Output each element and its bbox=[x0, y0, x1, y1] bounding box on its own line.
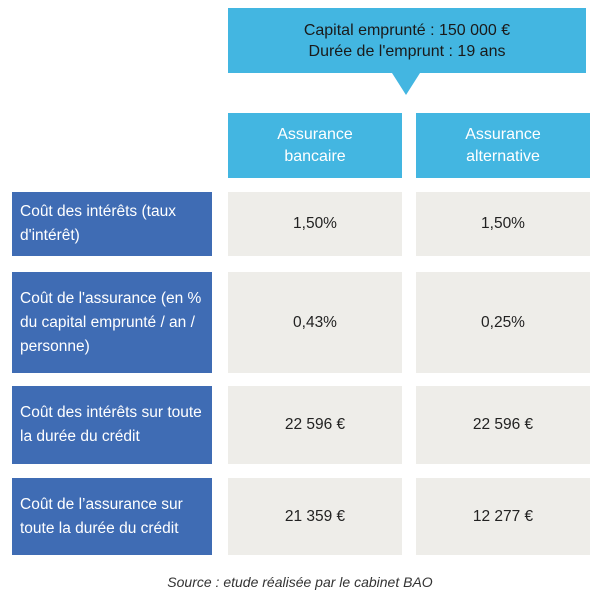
cell-total-insurance-bank: 21 359 € bbox=[228, 478, 402, 555]
row-label-insurance-rate: Coût de l'assurance (en % du capital emp… bbox=[12, 272, 212, 373]
loan-summary-header: Capital emprunté : 150 000 € Durée de l'… bbox=[228, 8, 586, 73]
cell-total-insurance-alternative: 12 277 € bbox=[416, 478, 590, 555]
column-header-line: Assurance bbox=[465, 125, 541, 143]
row-label-total-insurance: Coût de l’assurance sur toute la durée d… bbox=[12, 478, 212, 555]
source-caption: Source : etude réalisée par le cabinet B… bbox=[167, 574, 433, 590]
loan-duration-text: Durée de l'emprunt : 19 ans bbox=[308, 42, 506, 60]
column-header-line: Assurance bbox=[277, 125, 353, 143]
loan-capital-text: Capital emprunté : 150 000 € bbox=[303, 21, 511, 39]
cell-total-interest-alternative: 22 596 € bbox=[416, 386, 590, 464]
column-header-bank-insurance: Assurance bancaire bbox=[228, 113, 402, 178]
cell-interest-rate-bank: 1,50% bbox=[228, 192, 402, 256]
cell-interest-rate-alternative: 1,50% bbox=[416, 192, 590, 256]
cell-total-interest-bank: 22 596 € bbox=[228, 386, 402, 464]
row-label-total-interest: Coût des intérêts sur toute la durée du … bbox=[12, 386, 212, 464]
cell-insurance-rate-alternative: 0,25% bbox=[416, 272, 590, 373]
cell-insurance-rate-bank: 0,43% bbox=[228, 272, 402, 373]
column-header-alternative-insurance: Assurance alternative bbox=[416, 113, 590, 178]
column-header-line: alternative bbox=[466, 147, 540, 165]
column-header-line: bancaire bbox=[284, 147, 346, 165]
row-label-interest-rate: Coût des intérêts (taux d'intérêt) bbox=[12, 192, 212, 256]
header-pointer-arrow bbox=[392, 73, 420, 95]
